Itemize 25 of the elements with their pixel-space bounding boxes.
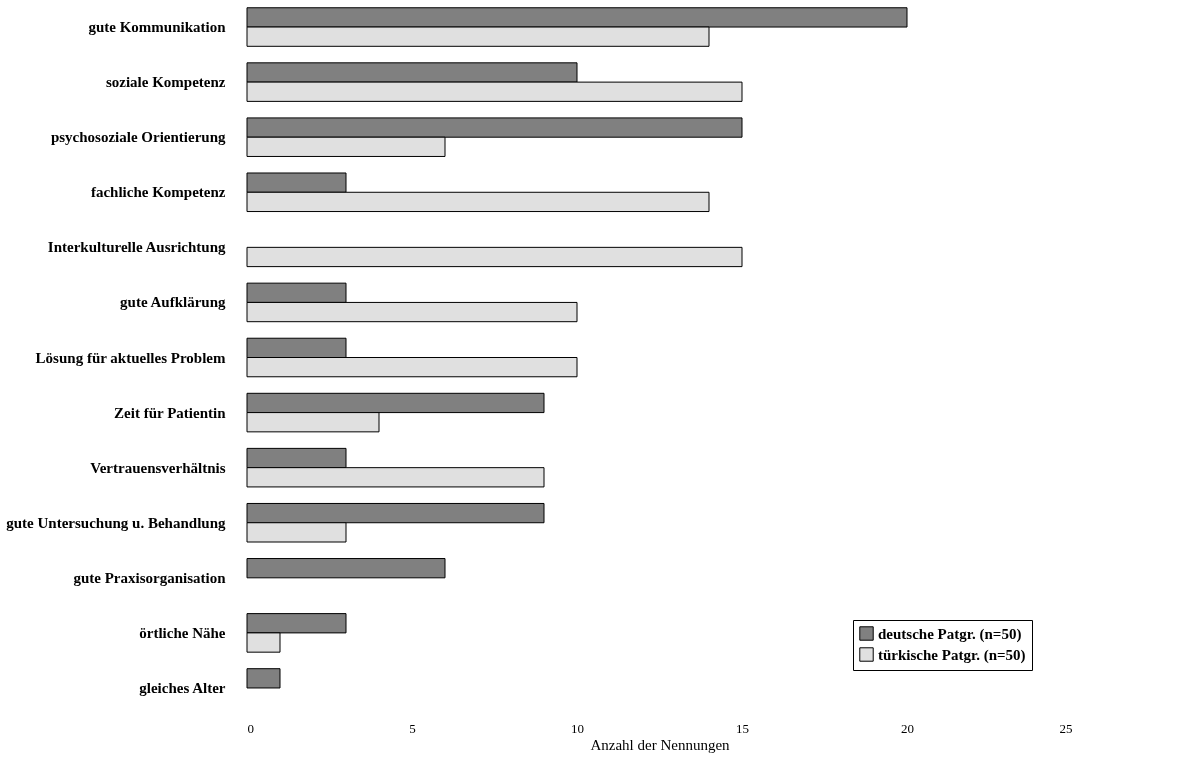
- y-tick-label: Vertrauensverhältnis: [90, 459, 226, 476]
- bar: [246, 246, 743, 268]
- y-tick-label: gute Untersuchung u. Behandlung: [6, 514, 226, 531]
- legend-label: türkische Patgr. (n=50): [878, 646, 1026, 664]
- legend-label: deutsche Patgr. (n=50): [878, 625, 1022, 643]
- bar: [246, 558, 446, 579]
- y-tick-label: fachliche Kompetenz: [90, 184, 226, 201]
- x-tick-label: 0: [247, 720, 254, 736]
- y-tick-label: soziale Kompetenz: [105, 74, 226, 91]
- y-tick-label: psychosoziale Orientierung: [50, 129, 226, 146]
- y-tick-label: gleiches Alter: [139, 679, 226, 696]
- y-tick-label: gute Praxisorganisation: [73, 569, 227, 586]
- x-tick-label: 10: [571, 720, 584, 736]
- y-tick-label: Lösung für aktuelles Problem: [35, 349, 226, 366]
- bar: [246, 668, 281, 689]
- y-tick-label: Zeit für Patientin: [114, 404, 227, 421]
- x-tick-label: 20: [901, 720, 914, 736]
- y-tick-label: örtliche Nähe: [139, 624, 226, 641]
- x-tick-label: 5: [409, 720, 416, 736]
- x-axis-title: Anzahl der Nennungen: [590, 736, 731, 753]
- y-tick-label: Interkulturelle Ausrichtung: [47, 239, 226, 256]
- x-tick-label: 15: [736, 720, 749, 736]
- x-tick-label: 25: [1059, 720, 1073, 736]
- y-tick-label: gute Kommunikation: [88, 19, 227, 36]
- y-tick-label: gute Aufklärung: [120, 294, 226, 311]
